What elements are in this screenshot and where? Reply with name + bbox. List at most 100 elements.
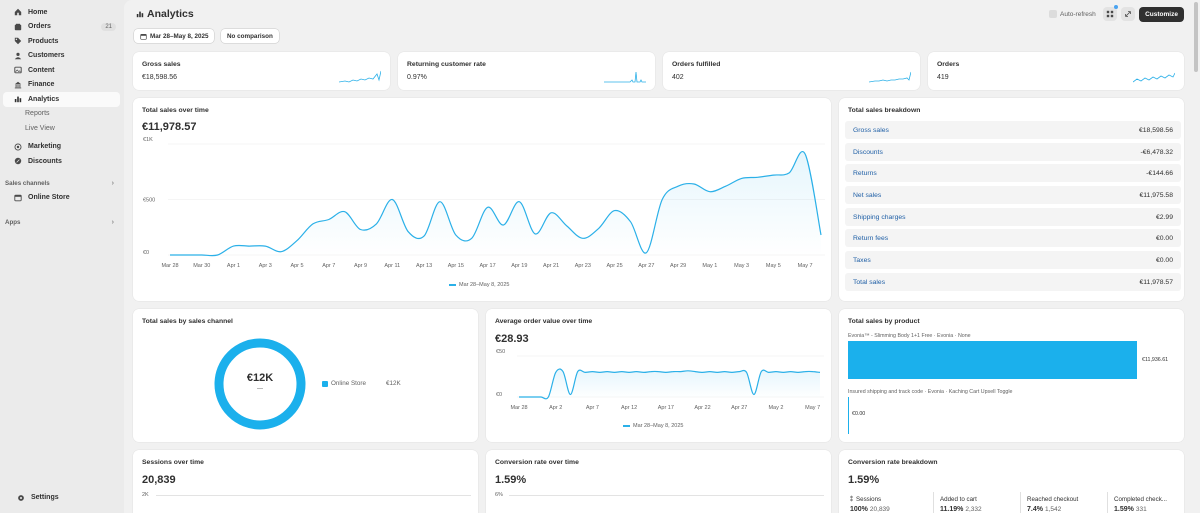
sidebar-subitem-live-view[interactable]: Live View <box>25 124 55 132</box>
sidebar-item-customers[interactable]: Customers <box>3 49 120 64</box>
page-scrollbar[interactable] <box>1192 0 1200 513</box>
x-axis-tick: Apr 25 <box>606 263 622 269</box>
card-title: Total sales over time <box>142 107 209 114</box>
page-title: Analytics <box>136 8 194 20</box>
sidebar-item-online-store[interactable]: Online Store <box>3 191 120 206</box>
customize-button[interactable]: Customize <box>1139 7 1184 22</box>
breakdown-label[interactable]: Total sales <box>853 278 886 286</box>
legend-swatch <box>322 380 328 387</box>
breakdown-label[interactable]: Taxes <box>853 256 871 264</box>
sidebar-item-products[interactable]: Products <box>3 34 120 49</box>
kpi-card-orders[interactable]: Orders 419 <box>928 52 1184 90</box>
sidebar-item-discounts[interactable]: Discounts <box>3 154 120 169</box>
kpi-value: €18,598.56 <box>142 74 178 81</box>
x-axis-tick: Apr 21 <box>543 263 559 269</box>
breakdown-value: €0.00 <box>1155 256 1173 264</box>
aov-over-time-card[interactable]: Average order value over time €28.93 €50… <box>486 309 831 442</box>
y-axis-tick: €1K <box>143 137 153 143</box>
sidebar-item-home[interactable]: Home <box>3 5 120 20</box>
series-area <box>519 369 820 399</box>
donut-chart <box>214 338 306 430</box>
breakdown-label[interactable]: Return fees <box>853 234 889 242</box>
sessions-icon: ⁑ <box>850 497 853 503</box>
kpi-card-returning-customer-rate[interactable]: Returning customer rate 0.97% <box>398 52 655 90</box>
auto-refresh-checkbox[interactable] <box>1049 10 1057 18</box>
breakdown-row[interactable]: Total sales €11,978.57 <box>845 273 1181 291</box>
breakdown-label[interactable]: Discounts <box>853 148 883 156</box>
breakdown-row[interactable]: Return fees €0.00 <box>845 229 1181 247</box>
sales-by-product-card[interactable]: Total sales by product Evonia™ - Slimmin… <box>839 309 1184 442</box>
x-axis-tick: Apr 27 <box>638 263 654 269</box>
breakdown-value: €18,598.56 <box>1138 126 1173 134</box>
sidebar-item-finance[interactable]: Finance <box>3 78 120 93</box>
sidebar-item-label: Online Store <box>28 194 70 202</box>
x-axis-tick: Apr 17 <box>479 263 495 269</box>
product-bar[interactable] <box>848 397 849 434</box>
kpi-card-gross-sales[interactable]: Gross sales €18,598.56 <box>133 52 390 90</box>
x-axis-tick: May 5 <box>766 263 781 269</box>
conversion-breakdown-card[interactable]: Conversion rate breakdown 1.59% <box>839 450 1184 513</box>
donut-segment-online-store <box>214 338 306 430</box>
breakdown-row[interactable]: Net sales €11,975.58 <box>845 186 1181 204</box>
breakdown-value: €11,978.57 <box>1139 278 1173 286</box>
sidebar-item-label: Marketing <box>28 143 62 151</box>
breakdown-row[interactable]: Discounts -€6,478.32 <box>845 143 1181 161</box>
bank-icon <box>14 81 22 89</box>
total-sales-over-time-card[interactable]: Total sales over time €11,978.57 €1K €500… <box>133 98 831 301</box>
sparkline <box>339 70 381 83</box>
auto-refresh-label: Auto-refresh <box>1060 10 1096 18</box>
kpi-card-orders-fulfilled[interactable]: Orders fulfilled 402 <box>663 52 920 90</box>
funnel-count: 331 <box>1135 506 1147 513</box>
sidebar-item-marketing[interactable]: Marketing <box>3 140 120 155</box>
sidebar-subitem-reports[interactable]: Reports <box>25 110 50 118</box>
breakdown-label[interactable]: Gross sales <box>853 126 889 134</box>
sidebar-item-content[interactable]: Content <box>3 63 120 78</box>
donut-center-sub: — <box>257 386 263 392</box>
x-axis-tick: Mar 28 <box>510 405 527 411</box>
sidebar-item-label: Finance <box>28 81 55 89</box>
scrollbar-thumb[interactable] <box>1194 2 1198 72</box>
sidebar-item-orders[interactable]: Orders 21 <box>3 20 120 35</box>
kpi-title: Orders <box>937 61 960 68</box>
divider <box>1020 492 1021 513</box>
breakdown-row[interactable]: Gross sales €18,598.56 <box>845 121 1181 139</box>
gridline <box>509 495 824 496</box>
notification-dot <box>1114 5 1118 9</box>
x-axis-tick: Apr 1 <box>227 263 240 269</box>
y-axis-tick: €0 <box>143 250 149 256</box>
x-axis-tick: Apr 19 <box>511 263 527 269</box>
x-axis-tick: Apr 27 <box>731 405 747 411</box>
product-bar[interactable] <box>848 341 1137 379</box>
breakdown-label[interactable]: Shipping charges <box>853 213 906 221</box>
breakdown-label[interactable]: Returns <box>853 169 877 177</box>
apps-section[interactable]: Apps › <box>0 215 124 229</box>
kpi-value: 402 <box>672 74 684 81</box>
ai-assistant-button[interactable] <box>1103 5 1118 21</box>
fullscreen-button[interactable] <box>1121 7 1135 21</box>
sidebar-item-analytics[interactable]: Analytics <box>3 92 120 107</box>
date-range-picker[interactable]: Mar 28–May 8, 2025 <box>134 29 215 43</box>
home-icon <box>14 8 22 16</box>
conversion-over-time-card[interactable]: Conversion rate over time 1.59% 6% <box>486 450 831 513</box>
breakdown-label[interactable]: Net sales <box>853 191 882 199</box>
breakdown-row[interactable]: Taxes €0.00 <box>845 251 1181 269</box>
breakdown-row[interactable]: Returns -€144.66 <box>845 164 1181 182</box>
breakdown-value: €11,975.58 <box>1139 191 1173 199</box>
sessions-over-time-card[interactable]: Sessions over time 20,839 2K <box>133 450 478 513</box>
total-sales-breakdown-card[interactable]: Total sales breakdown Gross sales €18,598… <box>839 98 1184 301</box>
auto-refresh-toggle[interactable]: Auto-refresh <box>1049 10 1096 18</box>
chart-legend: Mar 28–May 8, 2025 <box>449 282 509 288</box>
x-axis-tick: Apr 9 <box>354 263 367 269</box>
content-icon <box>14 66 22 74</box>
x-axis-tick: May 3 <box>734 263 749 269</box>
x-axis-tick: Apr 15 <box>448 263 464 269</box>
sidebar-item-settings[interactable]: Settings <box>6 491 59 506</box>
y-axis-tick: €0 <box>496 392 502 398</box>
breakdown-row[interactable]: Shipping charges €2.99 <box>845 208 1181 226</box>
legend-label: Mar 28–May 8, 2025 <box>633 423 684 429</box>
sales-channels-section[interactable]: Sales channels › <box>0 177 124 191</box>
sparkline <box>604 71 646 83</box>
comparison-picker[interactable]: No comparison <box>221 29 279 43</box>
product-label: Evonia™ - Slimming Body 1+1 Free · Evoni… <box>848 333 971 339</box>
sales-by-channel-card[interactable]: Total sales by sales channel €12K — Onli… <box>133 309 478 442</box>
